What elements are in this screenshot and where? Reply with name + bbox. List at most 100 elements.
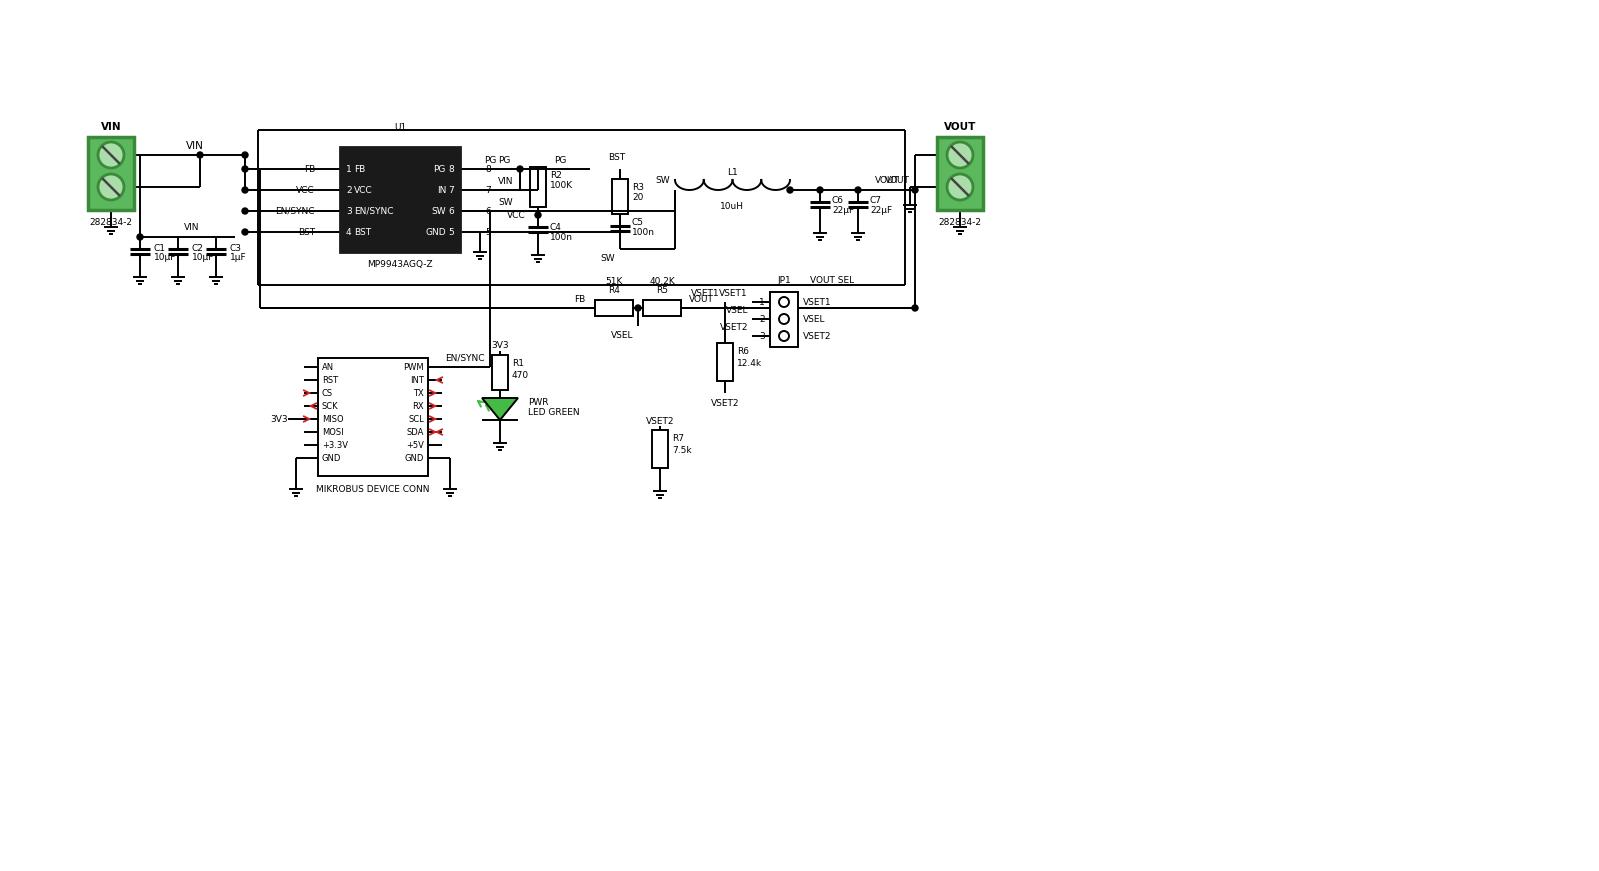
Text: VCC: VCC [353,186,373,194]
Text: VOUT: VOUT [943,122,975,132]
Bar [492,355,508,390]
Text: FB: FB [574,294,585,303]
Circle shape [98,174,125,200]
Text: 1μF: 1μF [230,253,246,261]
Circle shape [241,187,248,193]
Text: SDA: SDA [406,428,424,436]
Polygon shape [481,398,518,420]
Text: VSEL: VSEL [726,306,748,314]
Text: VSET2: VSET2 [646,416,675,426]
Text: SCL: SCL [408,415,424,423]
Text: 2: 2 [345,186,352,194]
Text: PWM: PWM [403,362,424,372]
Text: SW: SW [432,206,446,215]
Bar [318,358,429,476]
Text: 8: 8 [448,165,454,173]
Circle shape [516,166,523,172]
Text: 40.2K: 40.2K [649,276,675,286]
Text: GND: GND [425,227,446,237]
Text: R5: R5 [656,286,668,294]
Text: PG: PG [484,156,496,165]
Text: FB: FB [304,165,315,173]
Text: 10μF: 10μF [192,253,214,261]
Text: C5: C5 [632,218,644,226]
Text: 7: 7 [448,186,454,194]
Circle shape [98,142,125,168]
Text: VCC: VCC [507,211,526,219]
Text: 10μF: 10μF [154,253,176,261]
Text: SW: SW [600,253,616,262]
Text: PG: PG [497,156,510,165]
Text: L1: L1 [726,167,737,177]
Text: BST: BST [297,227,315,237]
Text: 12.4k: 12.4k [737,359,763,368]
Text: +5V: +5V [406,441,424,449]
Text: R2: R2 [550,171,561,179]
Text: BST: BST [353,227,371,237]
Text: +3.3V: +3.3V [321,441,349,449]
Text: 100n: 100n [632,227,656,237]
Text: 1: 1 [345,165,352,173]
Text: 22μF: 22μF [870,206,892,214]
Text: PG: PG [553,156,566,165]
Circle shape [241,152,248,158]
Text: VIN: VIN [497,177,513,186]
Text: 100K: 100K [550,180,572,190]
Bar [595,300,633,316]
Text: 7.5k: 7.5k [672,445,692,455]
Circle shape [635,305,641,311]
Circle shape [787,187,793,193]
Text: EN/SYNC: EN/SYNC [445,354,484,362]
Text: VOUT: VOUT [689,294,713,303]
Text: LED GREEN: LED GREEN [528,408,579,416]
Text: SW: SW [497,198,513,206]
Text: 8: 8 [484,165,491,173]
Bar [771,292,798,347]
Text: R6: R6 [737,347,748,355]
Text: VCC: VCC [296,186,315,194]
Text: 3V3: 3V3 [491,341,508,349]
Text: 7: 7 [484,186,491,194]
Text: 6: 6 [448,206,454,215]
Text: VSET2: VSET2 [803,332,831,341]
Text: EN/SYNC: EN/SYNC [275,206,315,215]
Text: SW: SW [656,175,670,185]
Text: CS: CS [321,388,333,397]
Text: MOSI: MOSI [321,428,344,436]
Circle shape [817,187,823,193]
Circle shape [855,187,860,193]
Text: 1: 1 [760,298,764,307]
Text: 51K: 51K [606,276,622,286]
Text: TX: TX [413,388,424,397]
Text: 282834-2: 282834-2 [939,218,982,226]
Text: RST: RST [321,375,337,384]
Text: 22μF: 22μF [831,206,854,214]
Text: MISO: MISO [321,415,344,423]
Text: RX: RX [413,402,424,410]
Text: VSEL: VSEL [803,314,825,323]
Text: C7: C7 [870,195,883,205]
Text: 470: 470 [512,370,529,380]
Text: VOUT: VOUT [886,175,910,185]
Bar [341,147,461,252]
Bar [88,137,134,210]
Text: 282834-2: 282834-2 [90,218,133,226]
Text: R7: R7 [672,434,684,442]
Text: C6: C6 [831,195,844,205]
Text: 3V3: 3V3 [270,415,288,423]
Text: VIN: VIN [185,141,205,151]
Text: 3: 3 [760,332,764,341]
Text: MIKROBUS DEVICE CONN: MIKROBUS DEVICE CONN [317,484,430,494]
Bar [937,137,983,210]
Circle shape [241,229,248,235]
Text: R1: R1 [512,359,524,368]
Bar [643,300,681,316]
Text: C4: C4 [550,222,561,232]
Text: FB: FB [353,165,365,173]
Text: 5: 5 [484,227,491,237]
Text: PG: PG [433,165,446,173]
Text: C3: C3 [230,244,241,253]
Text: R4: R4 [608,286,620,294]
Circle shape [241,208,248,214]
Text: BST: BST [609,152,625,161]
